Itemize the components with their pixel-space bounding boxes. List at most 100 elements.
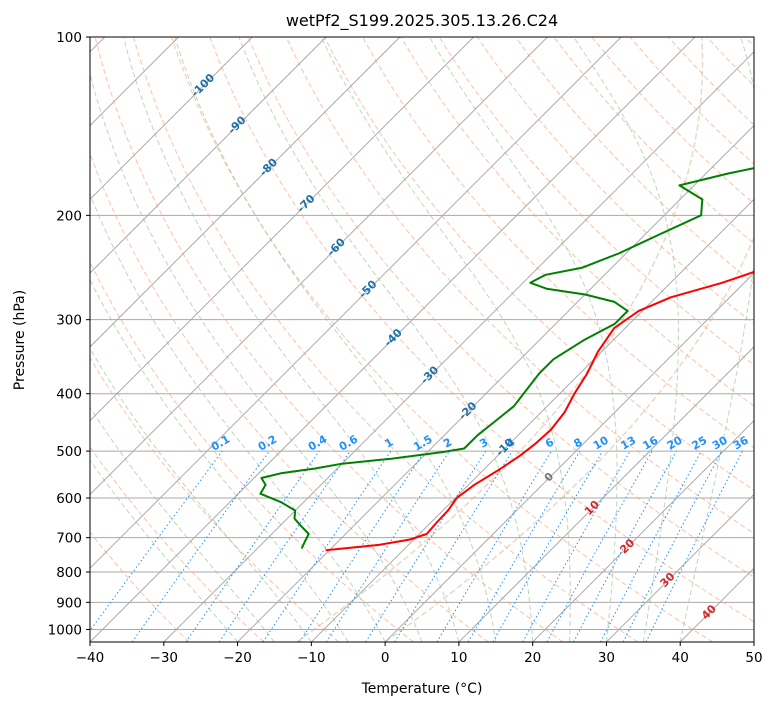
isotherm-label: -60: [325, 235, 348, 258]
plot-area: 0.1 0.2 0.4 0.6 1 1.5 2 3 4 6 8 10 13 16 20 25 30 36-100-…: [90, 37, 754, 642]
dry-adiabat-line: [667, 37, 754, 126]
mixing-ratio-line: [185, 450, 320, 642]
mixing-ratio-label: 36: [731, 433, 751, 452]
x-tick-label: −10: [297, 650, 326, 666]
x-tick-label: 30: [598, 650, 615, 666]
mixing-ratio-line: [467, 450, 581, 642]
dry-adiabat-line: [591, 37, 754, 205]
dry-adiabat-label: 30: [658, 570, 678, 590]
plot-frame: [89, 36, 755, 643]
profile-series: [259, 167, 754, 552]
temperature-line: [325, 270, 754, 552]
mixing-ratio-line: [436, 450, 552, 642]
mixing-ratio-label: 25: [690, 434, 710, 453]
x-tick-label: −40: [76, 650, 105, 666]
dry-adiabat-label: 10: [582, 498, 602, 518]
dry-adiabat-label: 40: [699, 602, 719, 622]
isotherm-line: [237, 124, 754, 642]
mixing-ratio-line: [600, 450, 702, 642]
dry-adiabat-line: [438, 37, 754, 366]
dry-adiabat-line: [209, 37, 754, 623]
dry-adiabat-line: [90, 260, 414, 642]
special-isotherm-line: [384, 235, 754, 642]
mixing-ratio-line: [90, 450, 223, 632]
mixing-ratio-label: 10: [591, 433, 611, 452]
isotherm-line: [90, 37, 327, 274]
dry-adiabat-line: [171, 37, 713, 642]
mixing-ratio-label: 0.1: [209, 433, 232, 454]
y-tick-label: 600: [56, 491, 82, 507]
mixing-ratio-line: [522, 450, 631, 642]
mixing-ratio-line: [546, 450, 653, 642]
moist-adiabat-line: [90, 278, 349, 642]
dry-adiabat-line: [90, 152, 489, 642]
isotherm-label: -30: [418, 363, 441, 386]
mixing-ratio-label: 0.2: [256, 433, 279, 454]
isotherms: [90, 37, 754, 642]
mixing-ratio-label: 0.4: [306, 432, 330, 453]
moist-adiabat-line: [174, 37, 497, 642]
y-tick-label: 800: [56, 565, 82, 581]
moist-adiabat-line: [90, 406, 275, 642]
moist-adiabat-line: [238, 37, 534, 642]
mixing-ratio-line: [131, 450, 270, 642]
isotherm-line: [458, 346, 754, 642]
mixing-ratio-label: 16: [641, 433, 661, 452]
moist-adiabat-line: [123, 37, 460, 642]
y-tick-label: 100: [56, 30, 82, 46]
mixing-ratio-lines: [90, 450, 743, 642]
y-tick-label: 500: [56, 444, 82, 460]
mixing-ratio-label: 30: [710, 433, 730, 452]
special-isotherm-line: [296, 37, 704, 642]
isotherm-line: [90, 37, 253, 201]
y-axis-label: Pressure (hPa): [12, 290, 28, 390]
x-tick-label: −30: [150, 650, 179, 666]
isotherm-line: [384, 272, 754, 642]
mixing-ratio-line: [325, 450, 450, 642]
mixing-ratio-line: [262, 450, 392, 642]
x-tick-label: 20: [524, 650, 541, 666]
isotherm-line: [310, 198, 754, 642]
mixing-ratio-line: [218, 450, 351, 642]
y-tick-label: 900: [56, 595, 82, 611]
dry-adiabat-line: [90, 446, 265, 642]
isotherm-line: [163, 51, 754, 642]
dry-adiabat-line: [323, 37, 754, 491]
isotherm-line: [90, 37, 696, 642]
dry-adiabat-line: [706, 37, 754, 87]
moist-adiabat-line: [429, 37, 618, 642]
isotherm-line: [90, 37, 475, 422]
moist-adiabats: [90, 37, 754, 642]
mixing-ratio-label: 1.5: [411, 433, 434, 454]
dewpoint-line: [259, 167, 754, 549]
dry-adiabat-line: [90, 531, 190, 642]
isotherm-label: -50: [356, 277, 379, 300]
dry-adiabat-line: [362, 37, 754, 449]
moist-adiabat-line: [90, 72, 423, 642]
dry-adiabat-line: [90, 356, 339, 642]
dry-adiabat-line: [94, 37, 564, 642]
isotherm-label: -70: [294, 192, 317, 215]
mixing-ratio-line: [573, 450, 677, 642]
isotherm-line: [753, 641, 754, 642]
isotherm-line: [606, 493, 754, 642]
chart-title: wetPf2_S199.2025.305.13.26.C24: [286, 11, 558, 31]
x-axis-label: Temperature (°C): [361, 681, 483, 697]
dry-adiabat-line: [132, 37, 639, 642]
isotherm-line: [679, 567, 754, 642]
y-tick-label: 1000: [48, 622, 82, 638]
mixing-ratio-label: 1: [383, 436, 396, 451]
y-tick-label: 300: [56, 313, 82, 329]
x-tick-label: 50: [745, 650, 762, 666]
mixing-ratio-line: [645, 450, 743, 642]
moist-adiabat-line: [90, 193, 386, 642]
y-tick-label: 400: [56, 387, 82, 403]
moist-adiabat-line: [573, 37, 679, 642]
isotherm-label: -40: [382, 326, 405, 349]
moist-adiabat-line: [90, 459, 238, 642]
mixing-ratio-label: 0.6: [337, 432, 361, 453]
x-tick-label: 0: [381, 650, 390, 666]
moist-adiabat-line: [90, 347, 312, 642]
x-tick-label: −20: [223, 650, 252, 666]
